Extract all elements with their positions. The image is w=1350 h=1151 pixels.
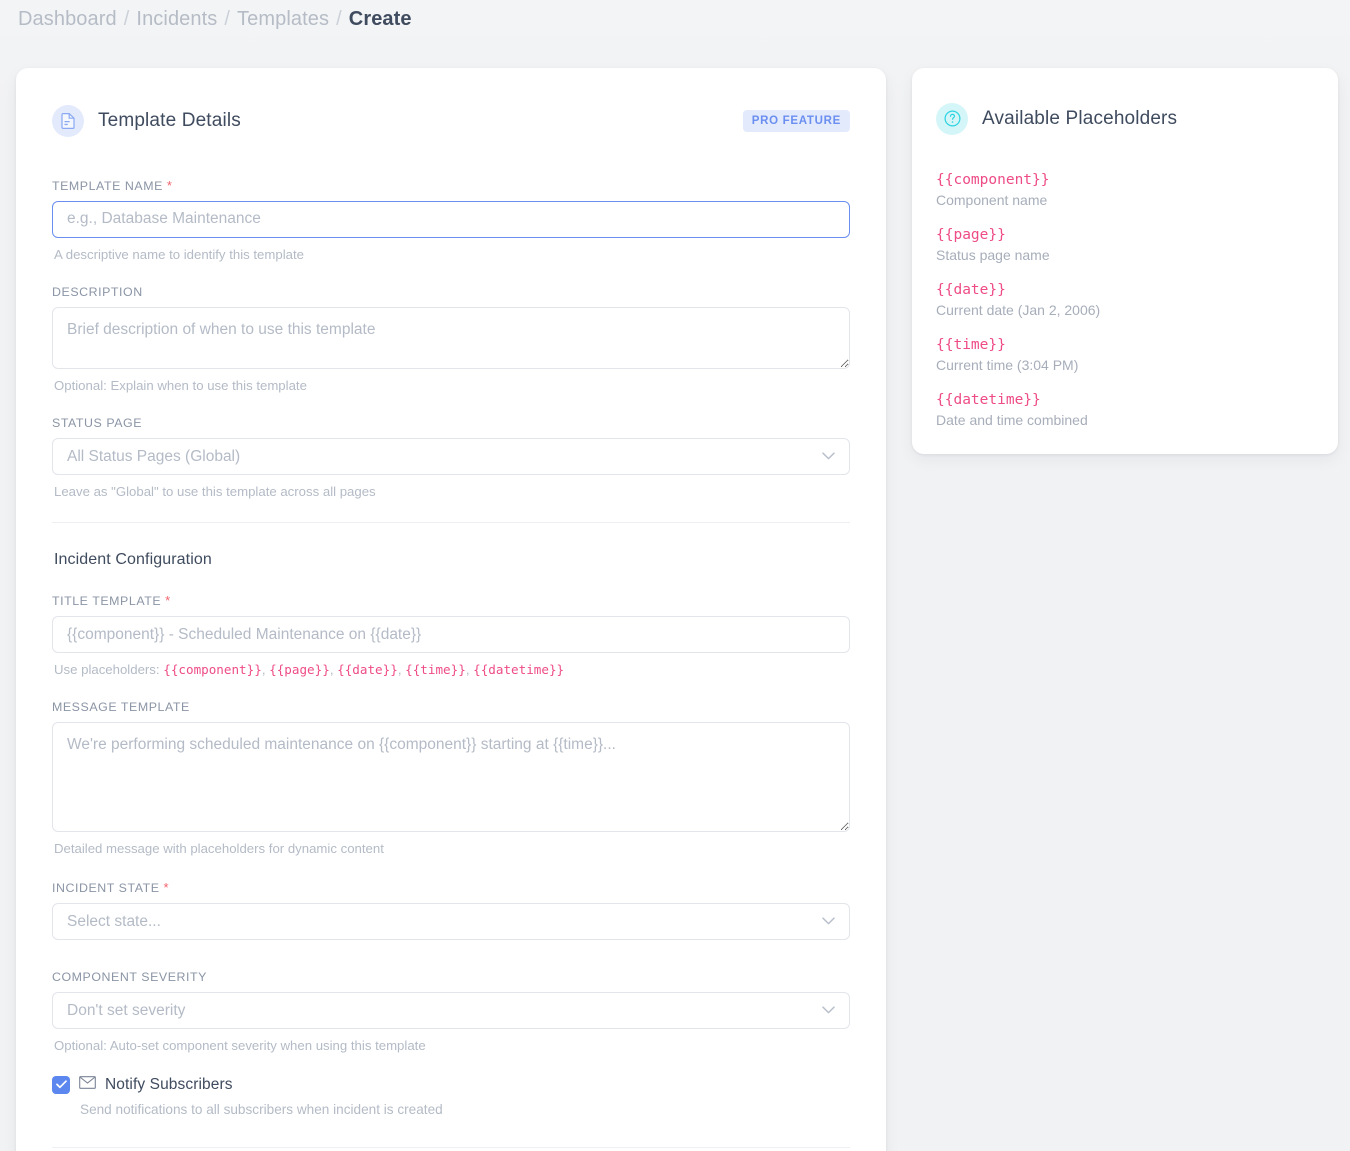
template-details-card: Template Details PRO FEATURE TEMPLATE NA… (16, 68, 886, 1151)
envelope-icon (79, 1075, 96, 1094)
placeholder-token: {{component}} (936, 171, 1050, 188)
title-template-label: TITLE TEMPLATE * (52, 593, 850, 608)
breadcrumb: Dashboard / Incidents / Templates / Crea… (18, 8, 412, 31)
placeholders-list: {{component}} Component name {{page}} St… (936, 172, 1314, 428)
incident-state-select[interactable]: Select state... (52, 902, 850, 940)
section-divider (52, 522, 850, 523)
list-item[interactable]: {{datetime}} Date and time combined (936, 392, 1314, 428)
placeholder-description: Date and time combined (936, 411, 1088, 428)
message-template-textarea[interactable] (52, 722, 850, 833)
field-description: DESCRIPTION (52, 285, 850, 369)
placeholder-token-time: {{time}} (405, 662, 466, 677)
placeholders-title: Available Placeholders (982, 107, 1178, 129)
incident-configuration-heading: Incident Configuration (54, 551, 212, 568)
incident-state-select-wrap: Select state... (52, 902, 850, 940)
field-template-name: TEMPLATE NAME * (52, 178, 850, 238)
breadcrumb-item-dashboard[interactable]: Dashboard (18, 8, 117, 30)
content-layout: Template Details PRO FEATURE TEMPLATE NA… (16, 68, 1338, 1151)
notify-subscribers-sub: Send notifications to all subscribers wh… (80, 1101, 443, 1117)
status-page-label: STATUS PAGE (52, 415, 143, 430)
breadcrumb-separator: / (224, 8, 231, 30)
message-template-hint: Detailed message with placeholders for d… (54, 841, 384, 857)
notify-subscribers-row[interactable]: Notify Subscribers (52, 1075, 850, 1094)
page-title: Template Details (98, 109, 241, 131)
placeholder-token: {{datetime}} (936, 391, 1041, 408)
template-name-hint: A descriptive name to identify this temp… (54, 246, 304, 262)
component-severity-hint: Optional: Auto-set component severity wh… (54, 1037, 426, 1053)
description-hint: Optional: Explain when to use this templ… (54, 377, 307, 393)
status-page-hint: Leave as "Global" to use this template a… (54, 483, 376, 499)
available-placeholders-card: Available Placeholders {{component}} Com… (912, 68, 1338, 454)
component-severity-select-wrap: Don't set severity (52, 991, 850, 1029)
list-item[interactable]: {{date}} Current date (Jan 2, 2006) (936, 282, 1314, 318)
list-item[interactable]: {{time}} Current time (3:04 PM) (936, 337, 1314, 373)
title-template-hint: Use placeholders: {{component}}, {{page}… (54, 662, 565, 677)
placeholder-description: Status page name (936, 246, 1050, 263)
template-name-input[interactable] (52, 200, 850, 238)
placeholder-description: Current date (Jan 2, 2006) (936, 301, 1101, 318)
placeholder-token-component: {{component}} (163, 662, 262, 677)
notify-subscribers-label: Notify Subscribers (105, 1075, 233, 1093)
placeholder-token-datetime: {{datetime}} (473, 662, 565, 677)
field-incident-state: INCIDENT STATE * Select state... (52, 880, 850, 940)
pro-feature-badge: PRO FEATURE (742, 109, 850, 132)
template-name-label-text: TEMPLATE NAME (52, 178, 163, 193)
actions-divider (52, 1146, 850, 1148)
breadcrumb-item-incidents[interactable]: Incidents (136, 8, 218, 30)
incident-state-label-text: INCIDENT STATE (52, 880, 160, 895)
field-message-template: MESSAGE TEMPLATE (52, 700, 850, 833)
field-title-template: TITLE TEMPLATE * (52, 593, 850, 653)
field-component-severity: COMPONENT SEVERITY Don't set severity (52, 970, 850, 1029)
description-textarea[interactable] (52, 306, 850, 369)
title-template-label-text: TITLE TEMPLATE (52, 594, 162, 608)
placeholder-token: {{page}} (936, 226, 1006, 243)
card-header: Template Details PRO FEATURE (52, 94, 850, 148)
message-template-label: MESSAGE TEMPLATE (52, 700, 190, 715)
component-severity-select[interactable]: Don't set severity (52, 991, 850, 1029)
description-label: DESCRIPTION (52, 284, 143, 299)
document-icon (52, 104, 84, 137)
required-marker: * (166, 177, 173, 193)
status-page-select[interactable]: All Status Pages (Global) (52, 437, 850, 475)
title-template-input[interactable] (52, 616, 850, 653)
placeholder-token: {{time}} (936, 336, 1006, 353)
help-circle-icon (936, 102, 968, 135)
breadcrumb-item-templates[interactable]: Templates (237, 8, 330, 30)
notify-subscribers-checkbox[interactable] (52, 1075, 70, 1094)
placeholders-header: Available Placeholders (936, 92, 1314, 146)
required-marker: * (165, 593, 171, 608)
placeholder-token-date: {{date}} (337, 662, 398, 677)
template-name-label: TEMPLATE NAME * (52, 178, 850, 193)
placeholder-token: {{date}} (936, 281, 1006, 298)
placeholder-token-page: {{page}} (269, 662, 330, 677)
list-item[interactable]: {{component}} Component name (936, 172, 1314, 208)
title-template-hint-prefix: Use placeholders: (54, 662, 164, 677)
placeholder-description: Current time (3:04 PM) (936, 356, 1079, 373)
card-header-left: Template Details (52, 94, 241, 148)
component-severity-label: COMPONENT SEVERITY (52, 969, 207, 984)
field-status-page: STATUS PAGE All Status Pages (Global) (52, 416, 850, 475)
placeholder-description: Component name (936, 191, 1048, 208)
breadcrumb-separator: / (123, 8, 130, 30)
breadcrumb-current: Create (348, 8, 412, 30)
required-marker: * (163, 879, 170, 895)
list-item[interactable]: {{page}} Status page name (936, 227, 1314, 263)
incident-state-label: INCIDENT STATE * (52, 880, 850, 895)
breadcrumb-separator: / (336, 8, 342, 30)
status-page-select-wrap: All Status Pages (Global) (52, 437, 850, 475)
